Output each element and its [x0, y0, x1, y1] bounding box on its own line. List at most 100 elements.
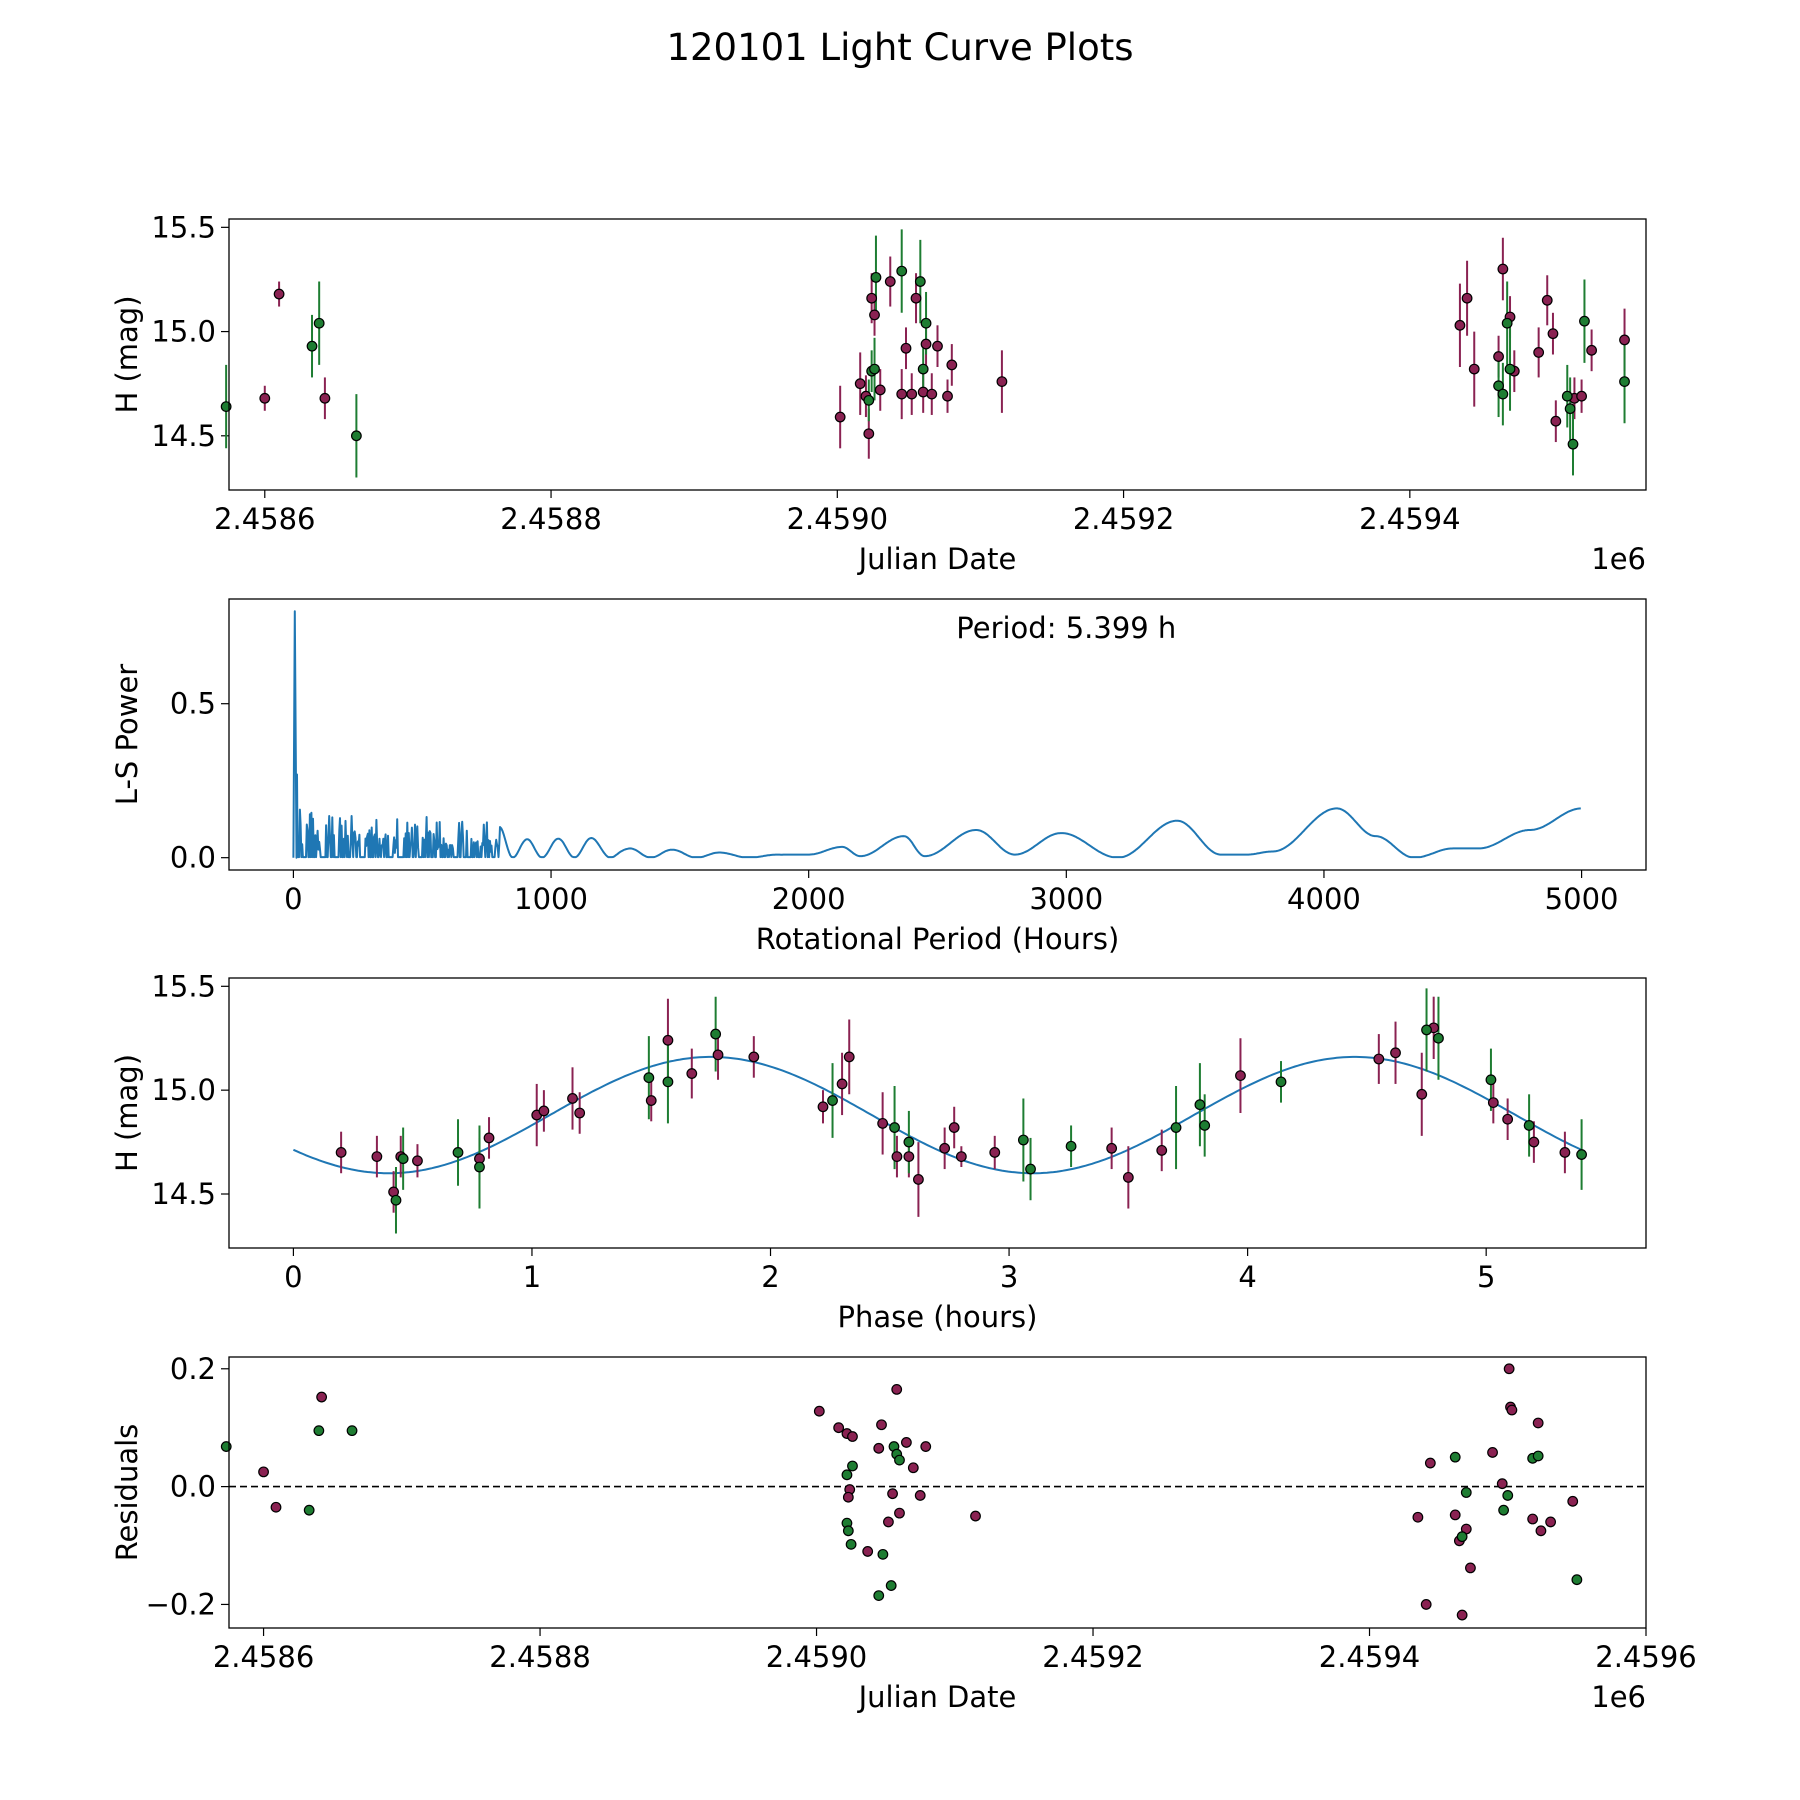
lightcurve-xlabel: Julian Date — [857, 542, 1017, 576]
residuals-point-magenta — [1496, 1478, 1508, 1490]
phased-xtick-label: 5 — [1477, 1260, 1495, 1294]
phased-point-green — [1275, 1076, 1287, 1088]
lightcurve-point-green — [870, 271, 882, 283]
phased-point-magenta — [1156, 1144, 1168, 1156]
residuals-point-green — [1449, 1451, 1461, 1463]
lightcurve-point-green — [1493, 380, 1504, 392]
lightcurve-point-green — [1504, 363, 1516, 375]
residuals-point-green — [1527, 1452, 1539, 1464]
lightcurve-point-magenta — [866, 292, 878, 304]
lightcurve-point-green — [350, 430, 362, 442]
phased-point-magenta — [1373, 1053, 1385, 1065]
phased-xtick-label: 2 — [761, 1260, 779, 1294]
residuals-point-magenta — [1465, 1562, 1476, 1574]
residuals-offset-label: 1e6 — [1591, 1680, 1646, 1714]
residuals-point-green — [885, 1580, 897, 1591]
phased-point-magenta — [891, 1151, 903, 1163]
phased-point-magenta — [903, 1151, 915, 1163]
phased-point-green — [1433, 1032, 1444, 1044]
phased-point-magenta — [662, 1034, 674, 1046]
residuals-point-magenta — [1449, 1509, 1461, 1521]
residuals-point-green — [1498, 1504, 1510, 1516]
periodogram-panel: 0 1000 2000 3000 4000 5000 0.0 0.5 Rotational Pe… — [110, 598, 1647, 956]
residuals-point-magenta — [1567, 1495, 1579, 1507]
residuals-point-green — [841, 1517, 853, 1529]
phased-point-green — [474, 1161, 485, 1173]
phased-point-magenta — [1390, 1047, 1401, 1059]
residuals-xlabel: Julian Date — [857, 1680, 1017, 1714]
phased-point-magenta — [388, 1186, 400, 1198]
phased-point-green — [1485, 1074, 1497, 1086]
lightcurve-point-magenta — [1504, 311, 1516, 323]
lightcurve-point-green — [866, 365, 878, 377]
lightcurve-point-magenta — [1576, 390, 1587, 402]
lightcurve-point-magenta — [884, 276, 896, 287]
residuals-point-green — [873, 1590, 885, 1601]
residuals-point-green — [346, 1425, 358, 1437]
phased-point-magenta — [686, 1068, 698, 1079]
lightcurve-point-green — [1501, 317, 1513, 329]
periodogram-ytick-label: 0.0 — [170, 841, 216, 875]
phased-ylabel: H (mag) — [110, 1054, 144, 1172]
lightcurve-point-green — [920, 317, 932, 329]
residuals-point-magenta — [844, 1484, 856, 1495]
residuals-point-green — [841, 1469, 853, 1481]
lightcurve-point-magenta — [1547, 328, 1559, 340]
residuals-ytick-label: 0.2 — [170, 1352, 216, 1386]
lightcurve-point-green — [869, 363, 880, 375]
lightcurve-point-magenta — [926, 388, 938, 400]
lightcurve-point-magenta — [259, 392, 271, 404]
phased-point-magenta — [1487, 1097, 1499, 1109]
lightcurve-xtick-label: 2.4590 — [787, 502, 888, 536]
lightcurve-point-magenta — [1508, 365, 1520, 377]
residuals-xtick-label: 2.4592 — [1042, 1640, 1143, 1674]
phased-point-magenta — [1428, 1022, 1440, 1034]
lightcurve-xtick-label: 2.4594 — [1359, 502, 1460, 536]
residuals-point-green — [847, 1460, 858, 1472]
lightcurve-point-green — [914, 276, 926, 287]
residuals-point-magenta — [920, 1441, 932, 1452]
phased-point-green — [643, 1072, 655, 1084]
phased-point-green — [903, 1136, 915, 1148]
residuals-point-magenta — [847, 1431, 858, 1442]
phased-point-magenta — [1106, 1142, 1118, 1154]
lightcurve-panel: 2.4586 2.4588 2.4590 2.4592 2.4594 14.5 15.0 15… — [110, 210, 1647, 576]
residuals-point-magenta — [876, 1419, 887, 1431]
residuals-point-green — [220, 1441, 232, 1452]
lightcurve-point-magenta — [932, 340, 943, 352]
residuals-xtick-label: 2.4596 — [1595, 1640, 1696, 1674]
residuals-frame — [228, 1356, 1647, 1629]
phased-point-magenta — [1235, 1070, 1246, 1082]
lightcurve-point-magenta — [319, 392, 331, 404]
periodogram-xtick-label: 3000 — [1029, 882, 1103, 916]
residuals-point-green — [888, 1441, 900, 1452]
phased-point-magenta — [474, 1153, 485, 1165]
lightcurve-xtick-label: 2.4592 — [1073, 502, 1174, 536]
lightcurve-point-magenta — [1454, 319, 1466, 331]
phased-point-green — [1025, 1163, 1036, 1175]
phased-point-magenta — [955, 1151, 967, 1163]
lightcurve-point-green — [896, 265, 908, 277]
phased-point-green — [1170, 1122, 1182, 1133]
residuals-point-magenta — [1527, 1513, 1539, 1525]
phased-point-magenta — [371, 1151, 383, 1163]
lightcurve-frame — [228, 218, 1647, 491]
residuals-point-magenta — [873, 1442, 885, 1454]
lightcurve-point-green — [1619, 376, 1630, 388]
residuals-point-magenta — [813, 1405, 825, 1417]
lightcurve-point-magenta — [942, 390, 953, 402]
residuals-xtick-label: 2.4590 — [766, 1640, 867, 1674]
phased-point-magenta — [948, 1122, 960, 1133]
periodogram-frame — [228, 598, 1647, 871]
phased-point-green — [1523, 1120, 1535, 1131]
residuals-xtick-label: 2.4594 — [1319, 1640, 1420, 1674]
phased-point-magenta — [538, 1105, 550, 1117]
phased-point-magenta — [483, 1132, 495, 1144]
phased-point-magenta — [836, 1078, 848, 1090]
residuals-point-magenta — [833, 1422, 845, 1434]
lightcurve-point-magenta — [1461, 292, 1473, 304]
residuals-point-green — [1460, 1487, 1472, 1498]
lightcurve-point-magenta — [869, 309, 880, 321]
residuals-point-green — [842, 1525, 854, 1537]
lightcurve-point-magenta — [900, 342, 912, 354]
